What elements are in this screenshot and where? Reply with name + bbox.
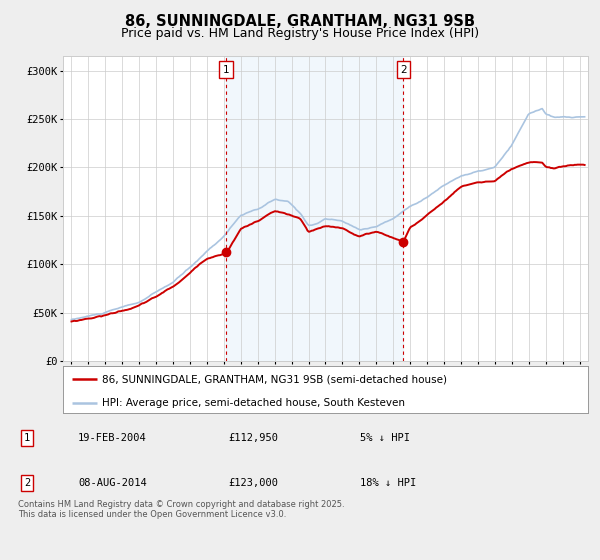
Text: 2: 2 — [24, 478, 30, 488]
Text: 1: 1 — [24, 433, 30, 443]
Text: 2: 2 — [400, 65, 407, 74]
Text: HPI: Average price, semi-detached house, South Kesteven: HPI: Average price, semi-detached house,… — [103, 398, 406, 408]
Text: £112,950: £112,950 — [228, 433, 278, 443]
Text: 08-AUG-2014: 08-AUG-2014 — [78, 478, 147, 488]
Text: Contains HM Land Registry data © Crown copyright and database right 2025.
This d: Contains HM Land Registry data © Crown c… — [18, 500, 344, 520]
Text: 86, SUNNINGDALE, GRANTHAM, NG31 9SB (semi-detached house): 86, SUNNINGDALE, GRANTHAM, NG31 9SB (sem… — [103, 374, 448, 384]
Text: £123,000: £123,000 — [228, 478, 278, 488]
Text: 86, SUNNINGDALE, GRANTHAM, NG31 9SB: 86, SUNNINGDALE, GRANTHAM, NG31 9SB — [125, 14, 475, 29]
Bar — [226, 56, 403, 361]
Text: 1: 1 — [223, 65, 229, 74]
Text: 5% ↓ HPI: 5% ↓ HPI — [360, 433, 410, 443]
Text: 18% ↓ HPI: 18% ↓ HPI — [360, 478, 416, 488]
Text: Price paid vs. HM Land Registry's House Price Index (HPI): Price paid vs. HM Land Registry's House … — [121, 27, 479, 40]
Text: 19-FEB-2004: 19-FEB-2004 — [78, 433, 147, 443]
